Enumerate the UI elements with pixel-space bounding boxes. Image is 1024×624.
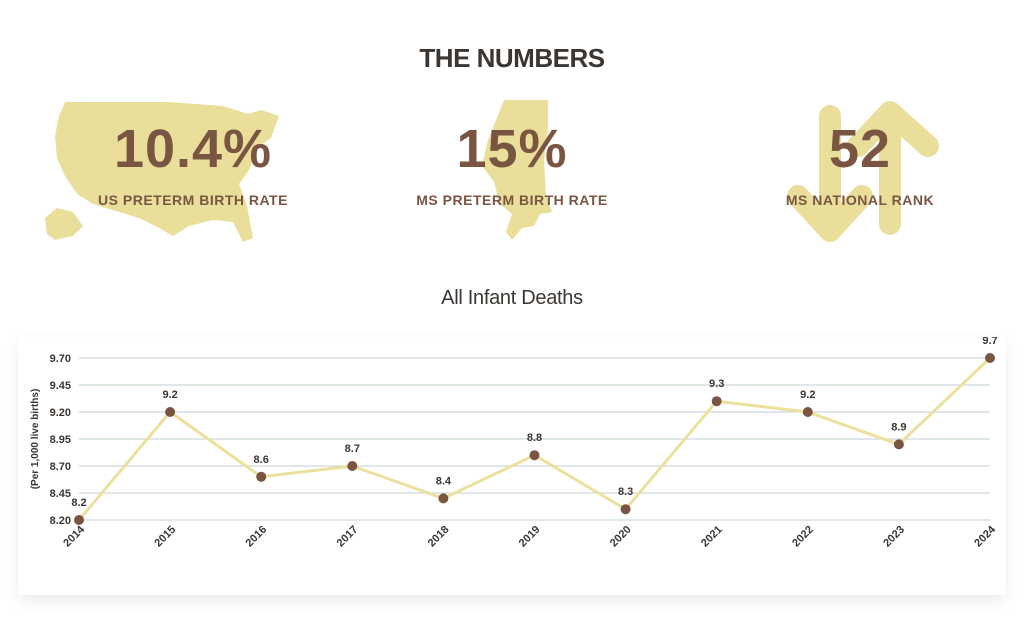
data-label: 8.4 bbox=[436, 475, 452, 487]
data-label: 9.3 bbox=[709, 378, 724, 390]
data-point bbox=[985, 353, 995, 363]
x-tick-label: 2020 bbox=[608, 524, 634, 550]
y-tick-label: 8.95 bbox=[50, 434, 71, 446]
y-tick-label: 9.70 bbox=[50, 353, 71, 365]
data-label: 9.7 bbox=[982, 337, 997, 347]
usa-map-icon bbox=[45, 102, 279, 242]
data-label: 8.2 bbox=[71, 497, 86, 509]
x-tick-label: 2021 bbox=[699, 524, 725, 550]
data-point bbox=[165, 407, 176, 417]
stat-value: 10.4% bbox=[113, 119, 273, 179]
data-point bbox=[711, 396, 722, 407]
y-axis-label: (Per 1,000 live births) bbox=[30, 389, 41, 490]
stat-label: MS PRETERM BIRTH RATE bbox=[416, 192, 608, 208]
up-down-arrows-icon bbox=[787, 101, 939, 242]
stat-us-preterm: 10.4% US PRETERM BIRTH RATE bbox=[43, 96, 343, 246]
stat-value: 52 bbox=[828, 119, 892, 179]
data-point bbox=[893, 439, 904, 450]
x-tick-label: 2016 bbox=[244, 524, 270, 550]
data-label: 8.8 bbox=[527, 432, 542, 444]
data-point bbox=[620, 504, 631, 515]
y-tick-label: 8.20 bbox=[50, 515, 71, 527]
x-tick-label: 2015 bbox=[152, 524, 178, 550]
data-point bbox=[529, 450, 540, 461]
stat-ms-rank: 52 MS NATIONAL RANK bbox=[710, 96, 1010, 246]
y-tick-label: 8.70 bbox=[50, 461, 71, 473]
data-point bbox=[802, 407, 813, 417]
data-label: 9.2 bbox=[162, 389, 177, 401]
x-tick-label: 2019 bbox=[517, 524, 543, 550]
chart-title: All Infant Deaths bbox=[441, 287, 583, 309]
x-tick-label: 2022 bbox=[790, 524, 816, 550]
stat-label: US PRETERM BIRTH RATE bbox=[98, 192, 288, 208]
data-point bbox=[256, 471, 267, 482]
data-point bbox=[438, 493, 449, 504]
data-label: 9.2 bbox=[800, 389, 815, 401]
section-title: THE NUMBERS bbox=[419, 43, 605, 73]
data-point bbox=[74, 515, 84, 525]
data-label: 8.7 bbox=[345, 443, 360, 455]
chart-card: 8.20 8.45 8.70 8.95 9.20 9.45 9.70 (Per 1,000 l… bbox=[18, 337, 1006, 595]
y-tick-label: 9.20 bbox=[50, 407, 71, 419]
data-label: 8.9 bbox=[891, 421, 906, 433]
data-label: 8.6 bbox=[254, 454, 269, 466]
y-tick-label: 9.45 bbox=[50, 380, 71, 392]
x-tick-label: 2024 bbox=[972, 523, 998, 549]
x-tick-label: 2023 bbox=[881, 524, 907, 550]
data-point bbox=[347, 461, 358, 471]
x-tick-label: 2018 bbox=[426, 524, 452, 550]
mississippi-map-icon bbox=[482, 100, 552, 240]
x-tick-label: 2017 bbox=[335, 524, 361, 550]
line-chart: 8.20 8.45 8.70 8.95 9.20 9.45 9.70 (Per 1,000 l… bbox=[30, 337, 999, 550]
stat-label: MS NATIONAL RANK bbox=[785, 192, 935, 208]
stat-ms-preterm: 15% MS PRETERM BIRTH RATE bbox=[362, 96, 662, 246]
stat-value: 15% bbox=[456, 119, 568, 179]
data-label: 8.3 bbox=[618, 486, 633, 498]
y-tick-label: 8.45 bbox=[50, 488, 71, 500]
